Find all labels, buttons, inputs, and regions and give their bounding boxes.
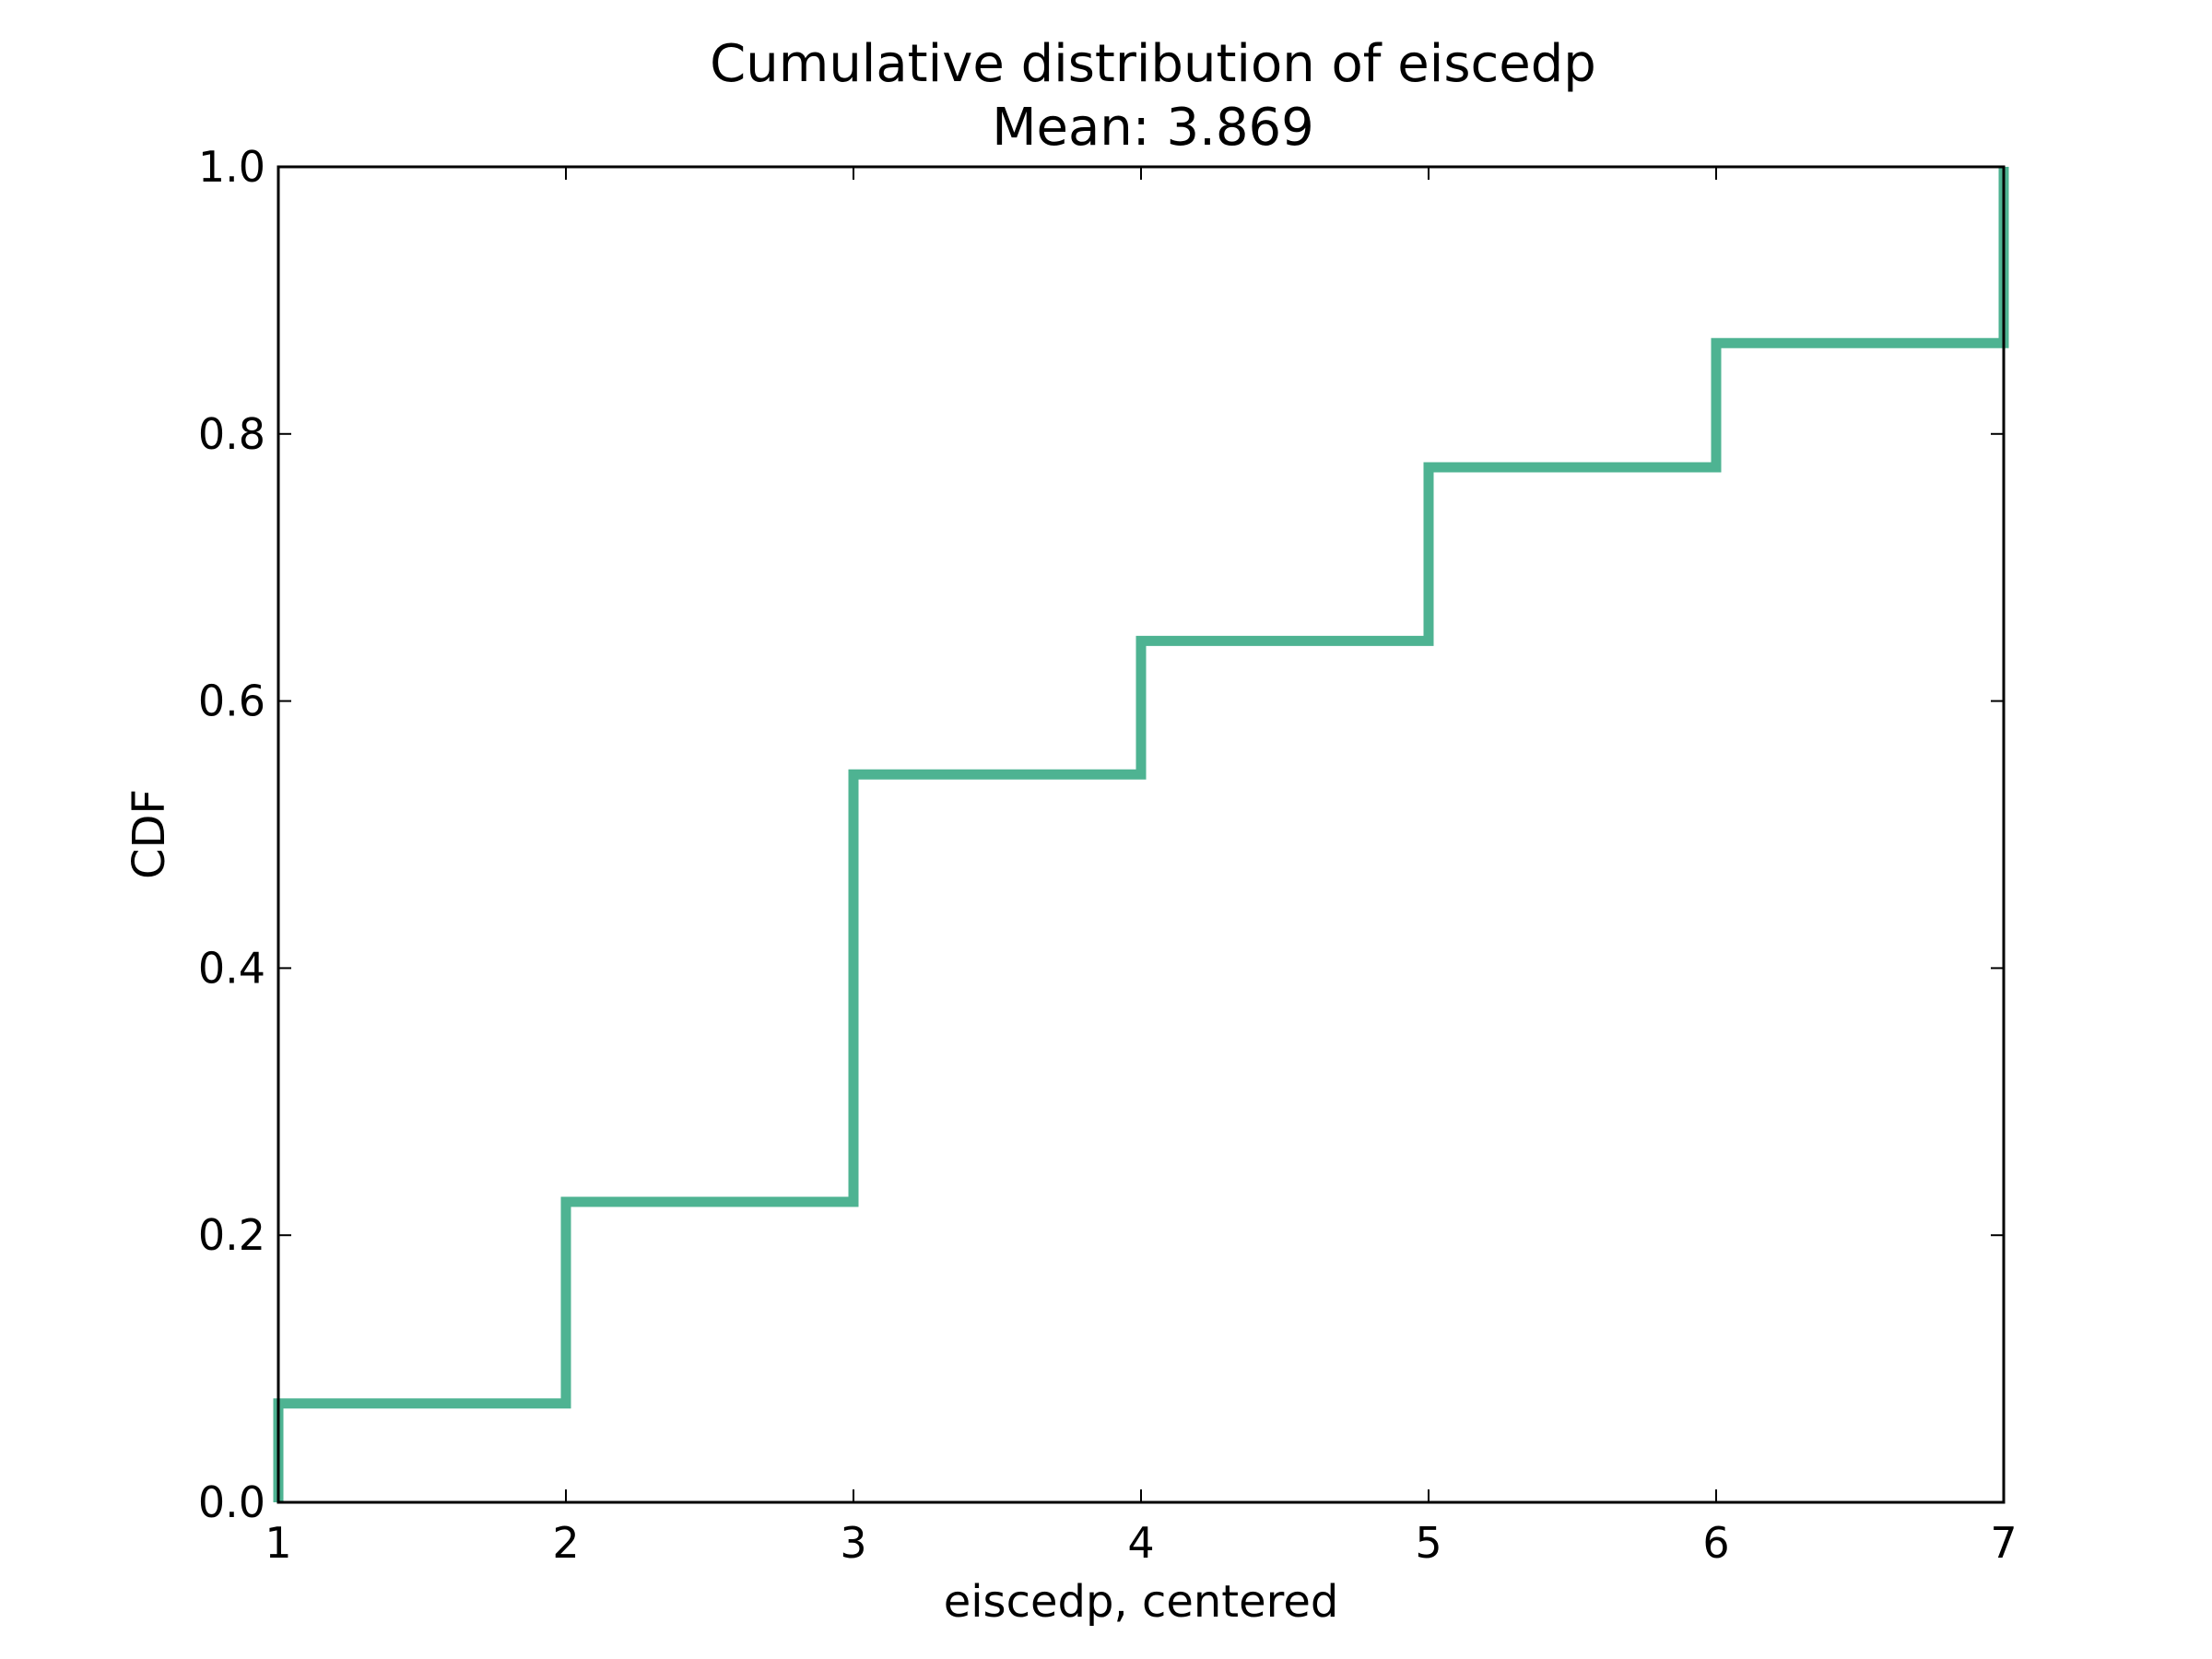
chart-title: Cumulative distribution of eiscedp bbox=[710, 34, 1596, 94]
y-tick-label: 0.6 bbox=[198, 677, 265, 726]
x-tick-label: 7 bbox=[1990, 1518, 2017, 1568]
cdf-step-point bbox=[1715, 342, 1717, 344]
x-tick-label: 2 bbox=[552, 1518, 579, 1568]
cdf-step-point bbox=[853, 773, 854, 775]
y-axis-label: CDF bbox=[124, 789, 175, 879]
y-tick-label: 0.8 bbox=[198, 409, 265, 459]
x-axis-label: eiscedp, centered bbox=[944, 1576, 1339, 1628]
y-tick-label: 0.0 bbox=[198, 1477, 265, 1527]
cdf-step-point bbox=[565, 1201, 567, 1203]
y-tick-label: 1.0 bbox=[198, 142, 265, 192]
x-tick-label: 4 bbox=[1127, 1518, 1154, 1568]
y-tick-label: 0.4 bbox=[198, 943, 265, 993]
x-tick-label: 1 bbox=[265, 1518, 291, 1568]
cdf-step-point bbox=[1428, 466, 1430, 468]
x-tick-label: 6 bbox=[1702, 1518, 1729, 1568]
x-tick-label: 3 bbox=[840, 1518, 866, 1568]
chart-subtitle: Mean: 3.869 bbox=[992, 98, 1314, 158]
y-tick-label: 0.2 bbox=[198, 1210, 265, 1260]
cdf-step-point bbox=[1140, 640, 1142, 641]
x-tick-label: 5 bbox=[1415, 1518, 1441, 1568]
